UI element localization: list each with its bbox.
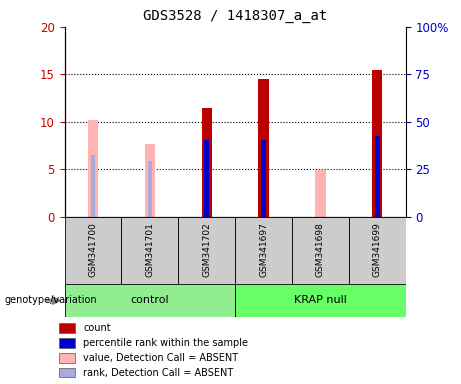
FancyBboxPatch shape xyxy=(121,217,178,284)
Bar xyxy=(145,144,155,217)
Bar xyxy=(201,108,212,217)
FancyBboxPatch shape xyxy=(235,284,406,317)
Bar xyxy=(148,161,152,217)
Text: GSM341698: GSM341698 xyxy=(316,222,325,276)
FancyBboxPatch shape xyxy=(65,284,235,317)
Text: KRAP null: KRAP null xyxy=(294,295,347,306)
FancyBboxPatch shape xyxy=(349,217,406,284)
Text: rank, Detection Call = ABSENT: rank, Detection Call = ABSENT xyxy=(83,368,233,378)
Bar xyxy=(59,353,75,362)
Text: count: count xyxy=(83,323,111,333)
Bar xyxy=(372,70,382,217)
Text: percentile rank within the sample: percentile rank within the sample xyxy=(83,338,248,348)
Bar xyxy=(259,79,269,217)
Bar xyxy=(204,141,209,217)
Bar xyxy=(261,141,266,217)
FancyBboxPatch shape xyxy=(65,217,121,284)
FancyBboxPatch shape xyxy=(235,217,292,284)
Bar xyxy=(59,338,75,348)
Bar xyxy=(59,368,75,377)
Bar xyxy=(375,136,379,217)
Text: GSM341702: GSM341702 xyxy=(202,222,211,276)
Bar xyxy=(59,323,75,333)
Bar xyxy=(88,120,98,217)
Bar xyxy=(91,155,95,217)
FancyBboxPatch shape xyxy=(292,217,349,284)
Text: value, Detection Call = ABSENT: value, Detection Call = ABSENT xyxy=(83,353,238,363)
FancyBboxPatch shape xyxy=(178,217,235,284)
Title: GDS3528 / 1418307_a_at: GDS3528 / 1418307_a_at xyxy=(143,9,327,23)
Text: GSM341697: GSM341697 xyxy=(259,222,268,276)
Bar xyxy=(315,170,325,217)
Text: GSM341701: GSM341701 xyxy=(145,222,154,276)
Text: GSM341699: GSM341699 xyxy=(373,222,382,276)
Text: genotype/variation: genotype/variation xyxy=(5,295,97,306)
Text: control: control xyxy=(130,295,169,306)
Text: GSM341700: GSM341700 xyxy=(89,222,97,276)
